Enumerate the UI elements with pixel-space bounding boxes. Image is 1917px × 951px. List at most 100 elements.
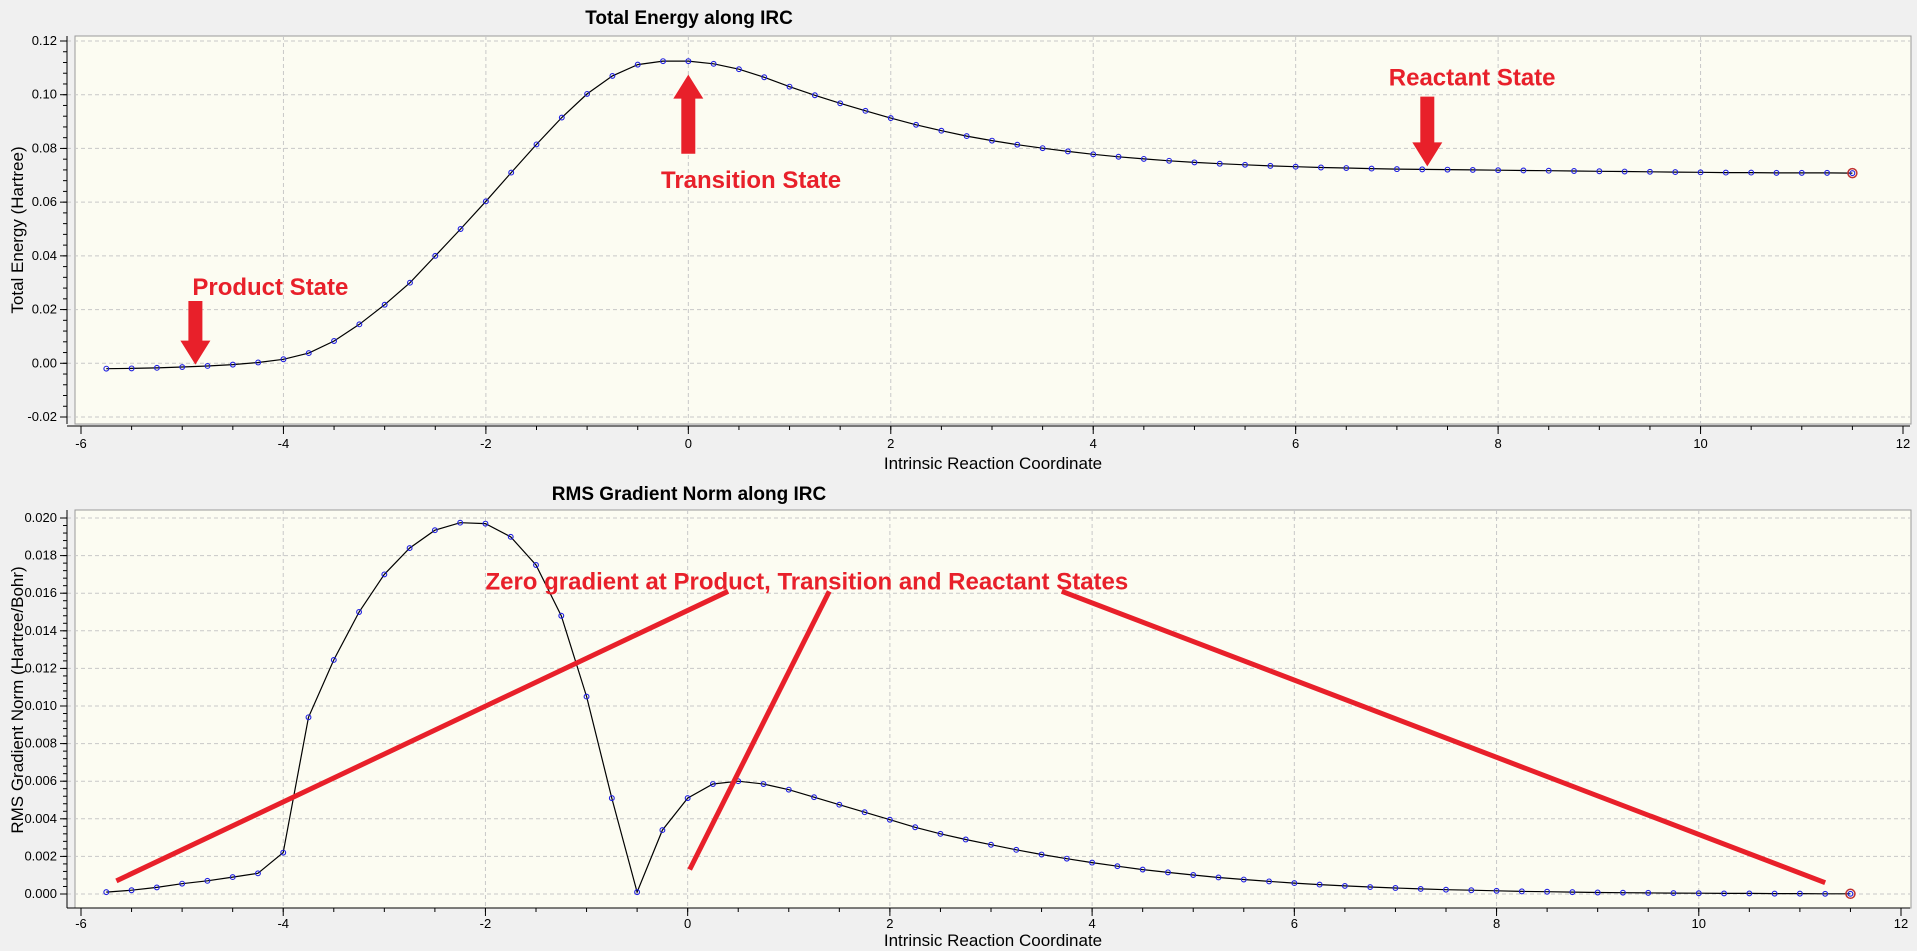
data-point	[482, 198, 489, 205]
data-point	[558, 114, 565, 121]
current-point-marker	[1845, 888, 1856, 900]
x-tick-label: 0	[684, 916, 691, 931]
data-point	[153, 884, 160, 891]
plot-area	[74, 509, 1912, 909]
data-point	[153, 364, 160, 371]
y-tick-label: 0.06	[32, 194, 57, 209]
axes	[66, 36, 1910, 427]
x-tick-label: 2	[887, 436, 894, 451]
data-point	[1341, 882, 1348, 889]
current-point-marker	[1847, 167, 1858, 179]
y-axis-ticks: 0.000 0.002 0.004 0.006 0.008 0.010 0.012 0.014…	[24, 510, 67, 901]
data-point	[609, 72, 616, 79]
data-point	[457, 519, 464, 526]
data-point	[1796, 890, 1803, 897]
data-point	[1798, 169, 1805, 176]
data-point	[913, 121, 920, 128]
data-point	[1292, 163, 1299, 170]
data-point	[962, 836, 969, 843]
data-point	[1038, 851, 1045, 858]
data-point	[709, 781, 716, 787]
data-point	[1748, 169, 1755, 176]
data-point	[204, 877, 211, 884]
data-point	[785, 786, 792, 793]
gradient-points	[103, 519, 1856, 900]
y-tick-label: 0.020	[24, 510, 57, 525]
data-point	[305, 714, 312, 721]
data-point	[1695, 890, 1702, 897]
data-point	[305, 350, 312, 357]
data-point	[963, 133, 970, 140]
x-tick-label: 10	[1692, 916, 1706, 931]
data-point	[1847, 890, 1854, 897]
data-point	[432, 252, 439, 259]
x-tick-label: 0	[685, 436, 692, 451]
data-point	[886, 816, 893, 823]
y-tick-label: 0.008	[24, 736, 57, 751]
x-tick-label: -6	[75, 436, 87, 451]
data-point	[608, 795, 615, 802]
data-point	[1393, 166, 1400, 173]
data-point	[1594, 889, 1601, 896]
data-point	[735, 66, 742, 73]
data-point	[356, 321, 363, 328]
data-point	[786, 83, 793, 90]
data-point	[937, 830, 944, 837]
data-point	[1014, 141, 1021, 148]
y-tick-label: 0.04	[32, 248, 57, 263]
x-tick-label: 12	[1896, 436, 1910, 451]
data-point	[1721, 890, 1728, 897]
data-point	[1215, 874, 1222, 881]
data-point	[356, 609, 363, 615]
x-tick-label: 8	[1493, 916, 1500, 931]
data-point	[1039, 145, 1046, 152]
data-point	[1672, 169, 1679, 176]
data-point	[1545, 167, 1552, 174]
data-point	[381, 571, 388, 578]
data-point	[710, 60, 717, 67]
data-point	[179, 364, 186, 370]
y-tick-label: -0.02	[27, 409, 57, 424]
data-point	[457, 226, 464, 232]
annotation-label: Zero gradient at Product, Transition and…	[485, 568, 1128, 595]
data-point	[1242, 161, 1249, 168]
data-point	[407, 279, 413, 286]
data-point	[508, 169, 515, 176]
y-tick-label: 0.08	[32, 140, 57, 155]
data-point	[1368, 165, 1375, 172]
data-point	[1013, 846, 1020, 853]
data-point	[1468, 887, 1475, 894]
data-point	[1190, 872, 1197, 878]
y-axis-label: RMS Gradient Norm (Hartree/Bohr)	[8, 566, 27, 833]
data-point	[862, 107, 869, 114]
data-point	[1520, 167, 1527, 174]
energy-points	[103, 58, 1858, 372]
data-point	[1444, 166, 1451, 173]
data-point	[861, 809, 868, 816]
data-point	[431, 527, 438, 534]
x-tick-label: -4	[278, 436, 290, 451]
data-point	[103, 889, 110, 896]
data-point	[280, 849, 287, 856]
data-point	[1822, 890, 1829, 897]
data-point	[583, 693, 590, 700]
data-point	[1596, 168, 1603, 175]
data-point	[1746, 890, 1753, 897]
data-point	[584, 90, 591, 97]
data-point	[685, 58, 692, 65]
data-point	[1518, 888, 1525, 895]
data-point	[1670, 890, 1677, 897]
data-point	[760, 781, 767, 787]
total-energy-chart: Total Energy along IRC -6 -4 -2 0 2 4 6 8 10 12 -…	[8, 8, 1912, 473]
data-point	[1140, 155, 1147, 162]
data-point	[1646, 168, 1653, 175]
data-point	[406, 545, 413, 552]
data-point	[938, 127, 945, 134]
y-axis-ticks: -0.02 0.00 0.02 0.04 0.06 0.08 0.10 0.12	[27, 33, 67, 424]
data-point	[330, 656, 337, 663]
chart-title: RMS Gradient Norm along IRC	[552, 484, 827, 505]
data-point	[684, 795, 691, 802]
gradient-line	[106, 522, 1851, 895]
data-point	[1544, 888, 1551, 895]
data-point	[507, 533, 514, 540]
